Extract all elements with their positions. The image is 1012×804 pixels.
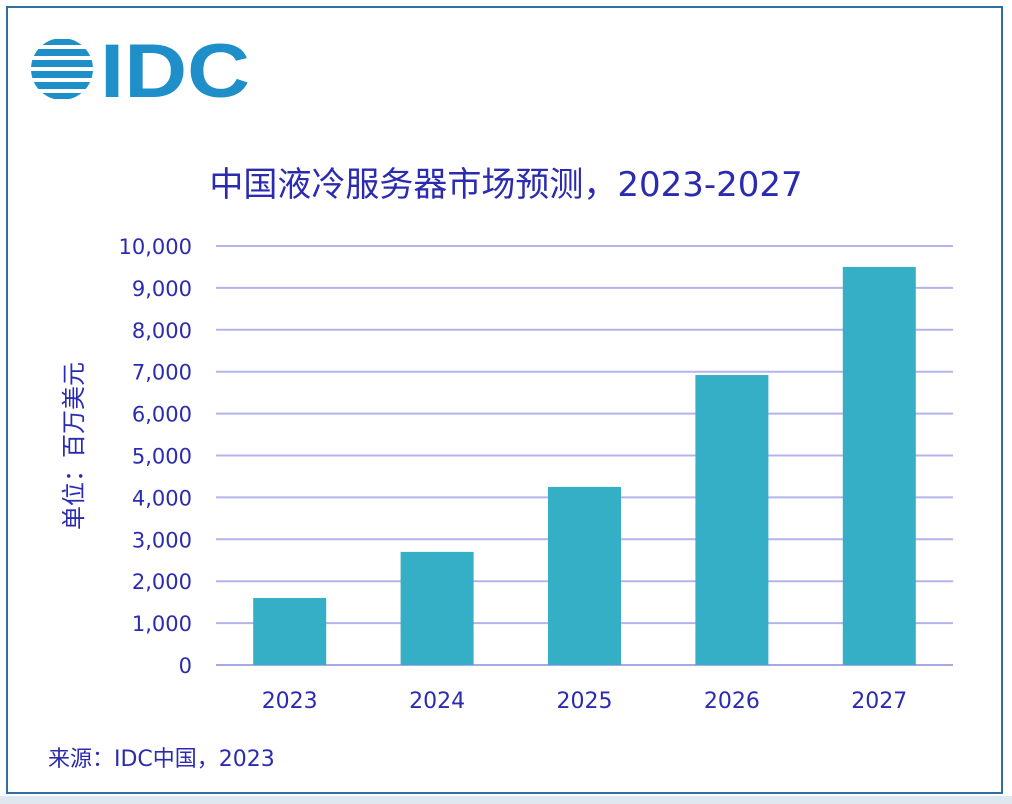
y-tick-label: 10,000: [119, 235, 192, 259]
x-tick-label: 2027: [851, 689, 907, 714]
x-tick-labels: 2023 2024 2025 2026 2027: [262, 689, 908, 714]
chart-title: 中国液冷服务器市场预测，2023-2027: [209, 165, 802, 205]
bar-2027: [842, 266, 916, 665]
globe-icon: [31, 39, 93, 99]
y-tick-label: 5,000: [132, 445, 192, 469]
y-tick-label: 9,000: [132, 277, 192, 301]
bar-2025: [548, 486, 621, 665]
bar-2023: [253, 597, 327, 665]
y-tick-label: 0: [179, 654, 192, 678]
y-tick-label: 7,000: [132, 361, 192, 385]
y-tick-label: 6,000: [132, 403, 192, 427]
y-tick-label: 2,000: [132, 570, 192, 594]
y-tick-label: 3,000: [132, 528, 192, 552]
bar-2024: [400, 551, 474, 665]
y-axis-label: 单位：百万美元: [60, 362, 88, 530]
cropped-caption-strip: [0, 796, 1012, 804]
y-tick-label: 1,000: [132, 612, 192, 636]
x-tick-label: 2025: [557, 689, 613, 714]
idc-logo: IDC: [31, 34, 250, 104]
x-tick-label: 2023: [262, 689, 318, 714]
x-tick-label: 2026: [704, 689, 760, 714]
bar-2026: [695, 375, 769, 665]
chart-frame: [6, 6, 1003, 794]
y-tick-labels: 0 1,000 2,000 3,000 4,000 5,000 6,000 7,000 8,00…: [119, 235, 192, 678]
y-tick-label: 8,000: [132, 319, 192, 343]
logo-text: IDC: [100, 34, 250, 104]
y-tick-label: 4,000: [132, 486, 192, 510]
bars: [253, 266, 916, 665]
x-tick-label: 2024: [409, 689, 465, 714]
source-note: 来源：IDC中国，2023: [48, 747, 275, 772]
